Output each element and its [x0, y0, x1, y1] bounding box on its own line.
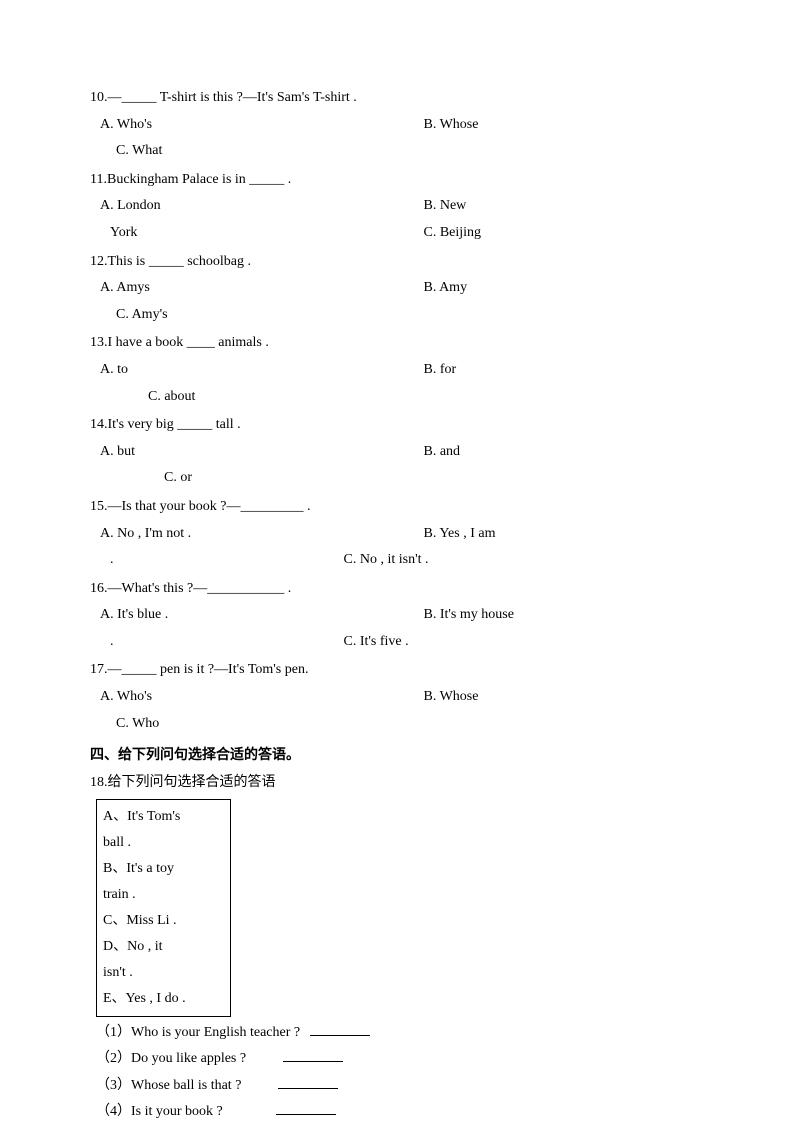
option-b: B. Yes , I am — [424, 521, 496, 548]
option-continuation: . C. It's five . — [100, 629, 710, 656]
answer-b-cont: train . — [103, 882, 224, 908]
question-10: 10.—_____ T-shirt is this ?—It's Sam's T… — [90, 85, 710, 165]
section-4-heading: 四、给下列问句选择合适的答语。 — [90, 741, 710, 768]
option-b: B. and — [424, 439, 461, 466]
question-text: 15.—Is that your book ?—_________ . — [90, 494, 710, 521]
option-c: C. What — [100, 138, 710, 165]
option-a: A. No , I'm not . — [100, 521, 420, 548]
option-a: A. Who's — [100, 112, 420, 139]
options: A. No , I'm not . B. Yes , I am . C. No … — [90, 521, 710, 574]
answer-a-cont: ball . — [103, 830, 224, 856]
sub-question-4: （4）Is it your book ? — [90, 1099, 710, 1126]
question-text: 13.I have a book ____ animals . — [90, 330, 710, 357]
question-18-intro: 18.给下列问句选择合适的答语 — [90, 770, 710, 797]
option-a: A. but — [100, 439, 420, 466]
question-15: 15.—Is that your book ?—_________ . A. N… — [90, 494, 710, 574]
answer-options-box: A、It's Tom's ball . B、It's a toy train .… — [96, 799, 231, 1016]
option-c: C. No , it isn't . — [344, 552, 429, 567]
answer-c: C、Miss Li . — [103, 908, 224, 934]
options: A. Who's B. Whose C. Who — [90, 684, 710, 737]
answer-d: D、No , it — [103, 934, 224, 960]
option-b: B. Amy — [424, 275, 468, 302]
question-12: 12.This is _____ schoolbag . A. Amys B. … — [90, 249, 710, 329]
sub-question-3: （3）Whose ball is that ? — [90, 1073, 710, 1100]
answer-b: B、It's a toy — [103, 856, 224, 882]
option-a: A. to — [100, 357, 420, 384]
question-16: 16.—What's this ?—___________ . A. It's … — [90, 576, 710, 656]
option-continuation: . C. No , it isn't . — [100, 547, 710, 574]
question-11: 11.Buckingham Palace is in _____ . A. Lo… — [90, 167, 710, 247]
answer-a: A、It's Tom's — [103, 804, 224, 830]
options: A. but B. and C. or — [90, 439, 710, 492]
question-13: 13.I have a book ____ animals . A. to B.… — [90, 330, 710, 410]
option-b: B. Whose — [424, 112, 479, 139]
option-a: A. London — [100, 193, 420, 220]
question-text: 11.Buckingham Palace is in _____ . — [90, 167, 710, 194]
question-text: 12.This is _____ schoolbag . — [90, 249, 710, 276]
question-text: 16.—What's this ?—___________ . — [90, 576, 710, 603]
question-text: 17.—_____ pen is it ?—It's Tom's pen. — [90, 657, 710, 684]
option-a: A. Amys — [100, 275, 420, 302]
option-b-continuation: York C. Beijing — [100, 220, 710, 247]
blank-line — [278, 1076, 338, 1089]
option-a: A. It's blue . — [100, 602, 420, 629]
option-c: C. about — [100, 384, 710, 411]
option-c: C. or — [100, 465, 710, 492]
option-b: B. It's my house — [424, 602, 514, 629]
blank-line — [310, 1023, 370, 1036]
answer-e: E、Yes , I do . — [103, 986, 224, 1012]
sub-question-1: （1）Who is your English teacher ? — [90, 1020, 710, 1047]
option-c: C. It's five . — [344, 634, 409, 649]
question-14: 14.It's very big _____ tall . A. but B. … — [90, 412, 710, 492]
question-17: 17.—_____ pen is it ?—It's Tom's pen. A.… — [90, 657, 710, 737]
option-b: B. Whose — [424, 684, 479, 711]
answer-d-cont: isn't . — [103, 960, 224, 986]
options: A. London B. New York C. Beijing — [90, 193, 710, 246]
sub-question-2: （2）Do you like apples ? — [90, 1046, 710, 1073]
option-c: C. Amy's — [100, 302, 710, 329]
question-text: 10.—_____ T-shirt is this ?—It's Sam's T… — [90, 85, 710, 112]
option-b: B. New — [424, 193, 467, 220]
option-c: C. Who — [100, 711, 710, 738]
option-c: C. Beijing — [424, 225, 482, 240]
options: A. to B. for C. about — [90, 357, 710, 410]
blank-line — [283, 1049, 343, 1062]
options: A. It's blue . B. It's my house . C. It'… — [90, 602, 710, 655]
option-b: B. for — [424, 357, 457, 384]
question-text: 14.It's very big _____ tall . — [90, 412, 710, 439]
blank-line — [276, 1102, 336, 1115]
options: A. Who's B. Whose C. What — [90, 112, 710, 165]
options: A. Amys B. Amy C. Amy's — [90, 275, 710, 328]
option-a: A. Who's — [100, 684, 420, 711]
